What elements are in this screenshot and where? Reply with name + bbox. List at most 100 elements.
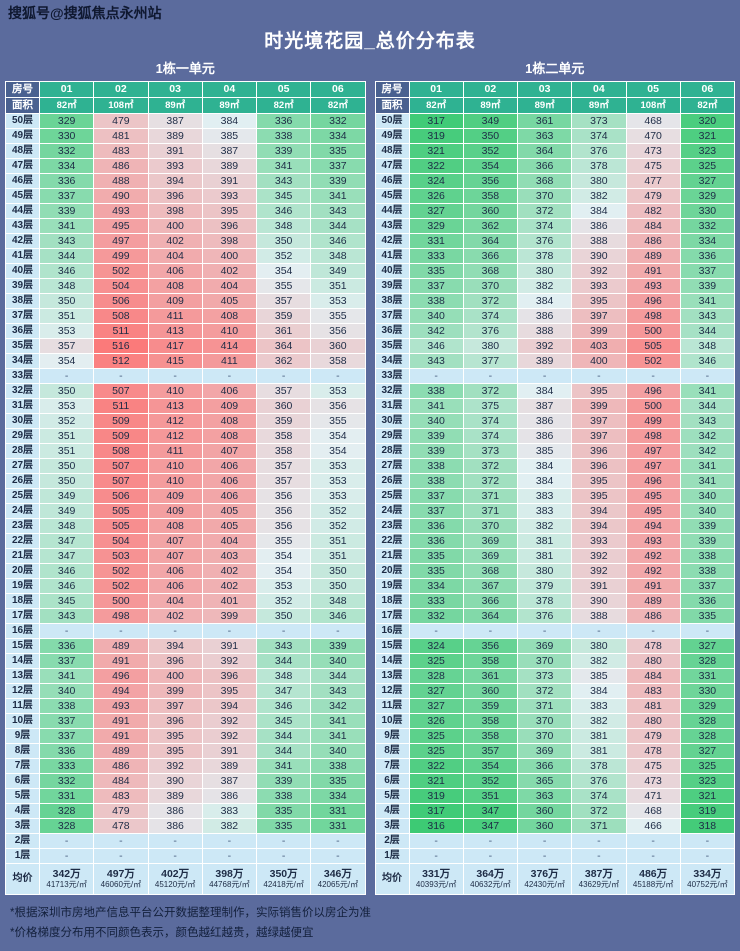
price-cell: 380 bbox=[516, 263, 573, 279]
price-cell: 336 bbox=[255, 113, 312, 129]
price-cell: 508 bbox=[93, 308, 149, 324]
area-header-cell: 82㎡ bbox=[255, 97, 312, 114]
price-cell: 329 bbox=[38, 113, 95, 129]
price-cell: 364 bbox=[516, 143, 573, 159]
floor-label: 4层 bbox=[5, 803, 40, 819]
price-cell: 497 bbox=[93, 233, 149, 249]
price-cell: 406 bbox=[201, 383, 258, 399]
table-row: 18层 333 366 378 390 489 336 bbox=[374, 593, 736, 609]
price-cell: 337 bbox=[38, 653, 95, 669]
price-cell: 486 bbox=[93, 758, 149, 774]
price-cell: 486 bbox=[93, 158, 149, 174]
price-cell: 341 bbox=[679, 293, 736, 309]
price-cell: 374 bbox=[571, 128, 627, 144]
table-row: 16层 - - - - - - bbox=[5, 623, 366, 639]
price-cell: 353 bbox=[255, 578, 312, 594]
price-cell: 341 bbox=[679, 383, 736, 399]
floor-label: 20层 bbox=[374, 563, 410, 579]
table-row: 43层 329 362 374 386 484 332 bbox=[374, 218, 736, 234]
avg-unit-price: 40752元/㎡ bbox=[687, 880, 728, 890]
price-cell: 386 bbox=[516, 413, 573, 429]
price-cell: 352 bbox=[255, 248, 312, 264]
floor-label: 47层 bbox=[5, 158, 40, 174]
room-number-header: 03 bbox=[147, 81, 203, 98]
empty-cell: - bbox=[255, 833, 312, 849]
price-cell: 408 bbox=[201, 308, 258, 324]
price-cell: 340 bbox=[310, 743, 366, 759]
table-row: 37层 340 374 386 397 498 343 bbox=[374, 308, 736, 324]
price-cell: 354 bbox=[462, 158, 519, 174]
price-cell: 370 bbox=[516, 653, 573, 669]
price-cell: 380 bbox=[462, 338, 519, 354]
area-header-cell: 82㎡ bbox=[310, 97, 366, 114]
price-cell: 340 bbox=[310, 653, 366, 669]
table-row: 47层 334 486 393 389 341 337 bbox=[5, 158, 366, 174]
floor-label: 28层 bbox=[5, 443, 40, 459]
room-number-header: 04 bbox=[571, 81, 627, 98]
table-row: 15层 324 356 369 380 478 327 bbox=[374, 638, 736, 654]
price-cell: 358 bbox=[462, 653, 519, 669]
price-cell: 354 bbox=[255, 548, 312, 564]
price-cell: 332 bbox=[38, 773, 95, 789]
price-cell: 471 bbox=[625, 788, 681, 804]
floor-label: 9层 bbox=[374, 728, 410, 744]
room-number-header: 05 bbox=[625, 81, 681, 98]
price-cell: 339 bbox=[679, 533, 736, 549]
price-cell: 324 bbox=[408, 173, 464, 189]
table-row: 44层 339 493 398 395 346 343 bbox=[5, 203, 366, 219]
price-cell: 357 bbox=[255, 458, 312, 474]
avg-total-price: 364万 bbox=[476, 868, 505, 881]
price-cell: 341 bbox=[255, 758, 312, 774]
price-cell: 491 bbox=[93, 653, 149, 669]
price-cell: 342 bbox=[679, 443, 736, 459]
price-cell: 397 bbox=[571, 308, 627, 324]
price-cell: 355 bbox=[255, 278, 312, 294]
price-cell: 386 bbox=[147, 803, 203, 819]
price-cell: 352 bbox=[462, 773, 519, 789]
price-cell: 344 bbox=[38, 248, 95, 264]
price-cell: 495 bbox=[625, 488, 681, 504]
price-cell: 343 bbox=[310, 683, 366, 699]
floor-label: 19层 bbox=[374, 578, 410, 594]
price-cell: 486 bbox=[625, 608, 681, 624]
table-row: 42层 331 364 376 388 486 334 bbox=[374, 233, 736, 249]
price-cell: 507 bbox=[93, 473, 149, 489]
price-cell: 395 bbox=[201, 683, 258, 699]
price-cell: 392 bbox=[147, 758, 203, 774]
price-cell: 340 bbox=[679, 503, 736, 519]
price-cell: 391 bbox=[201, 173, 258, 189]
room-corner-label: 房号 bbox=[5, 81, 40, 98]
table-row: 16层 - - - - - - bbox=[374, 623, 736, 639]
price-cell: 496 bbox=[625, 383, 681, 399]
price-cell: 335 bbox=[679, 608, 736, 624]
price-cell: 468 bbox=[625, 803, 681, 819]
table-row: 38层 350 506 409 405 357 353 bbox=[5, 293, 366, 309]
price-cell: 480 bbox=[625, 713, 681, 729]
price-cell: 502 bbox=[93, 578, 149, 594]
table-row: 14层 325 358 370 382 480 328 bbox=[374, 653, 736, 669]
price-cell: 368 bbox=[516, 173, 573, 189]
floor-label: 13层 bbox=[5, 668, 40, 684]
floor-label: 26层 bbox=[374, 473, 410, 489]
price-cell: 384 bbox=[516, 473, 573, 489]
avg-total-price: 376万 bbox=[530, 868, 559, 881]
price-cell: 384 bbox=[516, 458, 573, 474]
price-cell: 507 bbox=[93, 383, 149, 399]
room-number-header: 02 bbox=[93, 81, 149, 98]
table-row: 39层 348 504 408 404 355 351 bbox=[5, 278, 366, 294]
page-title: 时光境花园_总价分布表 bbox=[264, 31, 476, 52]
price-cell: 399 bbox=[147, 683, 203, 699]
room-number-header: 01 bbox=[408, 81, 464, 98]
floor-label: 10层 bbox=[374, 713, 410, 729]
price-cell: 353 bbox=[310, 383, 366, 399]
price-cell: 349 bbox=[38, 503, 95, 519]
empty-cell: - bbox=[147, 848, 203, 864]
price-cell: 343 bbox=[408, 353, 464, 369]
floor-label: 49层 bbox=[374, 128, 410, 144]
price-cell: 498 bbox=[625, 308, 681, 324]
floor-label: 5层 bbox=[5, 788, 40, 804]
price-cell: 342 bbox=[679, 428, 736, 444]
price-cell: 511 bbox=[93, 398, 149, 414]
floor-label: 5层 bbox=[374, 788, 410, 804]
price-cell: 335 bbox=[255, 818, 312, 834]
